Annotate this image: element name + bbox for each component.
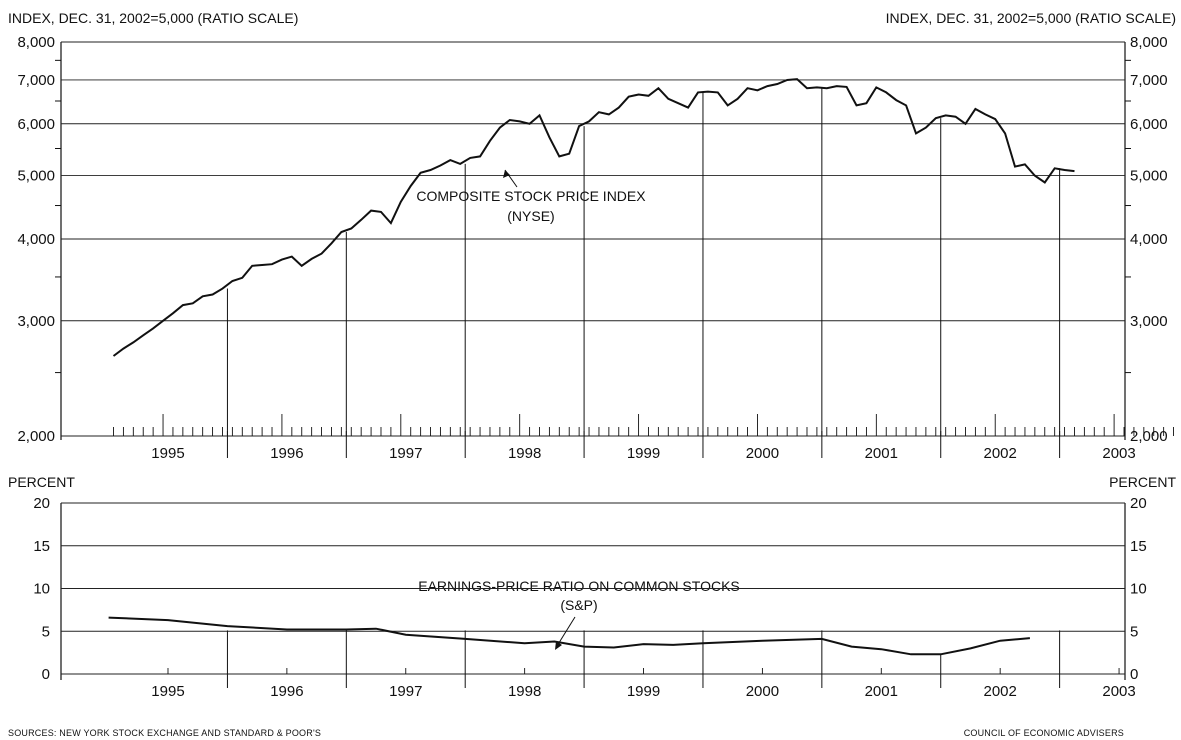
top-year-label: 1997 <box>389 445 422 462</box>
top-year-label: 2001 <box>865 445 898 462</box>
top-year-label: 1996 <box>270 445 303 462</box>
top-year-label: 2002 <box>983 445 1016 462</box>
bottom-annotation-line1: EARNINGS-PRICE RATIO ON COMMON STOCKS <box>418 578 740 594</box>
top-year-label: 2000 <box>746 445 779 462</box>
top-right-axis-title: INDEX, DEC. 31, 2002=5,000 (RATIO SCALE) <box>886 10 1176 26</box>
bottom-year-label: 1997 <box>389 683 422 700</box>
top-right-tick-label: 2,000 <box>1130 428 1168 445</box>
top-left-tick-label: 5,000 <box>17 168 55 185</box>
composite-index-line <box>112 78 1075 357</box>
top-right-tick-label: 3,000 <box>1130 313 1168 330</box>
bottom-year-label: 2001 <box>865 683 898 700</box>
top-right-tick-label: 7,000 <box>1130 72 1168 89</box>
bottom-year-label: 1998 <box>508 683 541 700</box>
bottom-annotation-line2: (S&P) <box>560 597 597 613</box>
top-year-label: 1995 <box>151 445 184 462</box>
top-year-label: 1999 <box>627 445 660 462</box>
top-left-tick-label: 3,000 <box>17 313 55 330</box>
top-left-tick-label: 8,000 <box>17 34 55 51</box>
earnings-price-ratio-line <box>108 616 1030 656</box>
top-left-axis-title: INDEX, DEC. 31, 2002=5,000 (RATIO SCALE) <box>8 10 298 26</box>
bottom-left-tick-label: 10 <box>33 581 50 598</box>
bottom-right-tick-label: 20 <box>1130 495 1147 512</box>
top-left-tick-label: 7,000 <box>17 72 55 89</box>
top-annotation-line2: (NYSE) <box>507 208 554 224</box>
bottom-left-axis-title: PERCENT <box>8 474 75 490</box>
bottom-left-tick-label: 0 <box>42 666 50 683</box>
bottom-left-tick-label: 15 <box>33 538 50 555</box>
bottom-year-label: 1999 <box>627 683 660 700</box>
bottom-annotation-arrow <box>556 616 576 647</box>
sources-note: SOURCES: NEW YORK STOCK EXCHANGE AND STA… <box>8 728 321 738</box>
bottom-year-label: 2000 <box>746 683 779 700</box>
top-right-tick-label: 6,000 <box>1130 116 1168 133</box>
bottom-right-tick-label: 15 <box>1130 538 1147 555</box>
top-right-tick-label: 8,000 <box>1130 34 1168 51</box>
bottom-year-label: 1996 <box>270 683 303 700</box>
top-left-tick-label: 6,000 <box>17 116 55 133</box>
bottom-left-tick-label: 20 <box>33 495 50 512</box>
top-annotation-arrowhead <box>503 170 510 178</box>
bottom-right-tick-label: 5 <box>1130 623 1138 640</box>
top-year-label: 2003 <box>1102 445 1135 462</box>
top-year-label: 1998 <box>508 445 541 462</box>
bottom-right-tick-label: 10 <box>1130 581 1147 598</box>
bottom-right-axis-title: PERCENT <box>1109 474 1176 490</box>
top-right-tick-label: 5,000 <box>1130 168 1168 185</box>
bottom-left-tick-label: 5 <box>42 623 50 640</box>
bottom-year-label: 1995 <box>151 683 184 700</box>
top-right-tick-label: 4,000 <box>1130 231 1168 248</box>
top-left-tick-label: 4,000 <box>17 231 55 248</box>
bottom-year-label: 2002 <box>983 683 1016 700</box>
top-left-tick-label: 2,000 <box>17 428 55 445</box>
bottom-right-tick-label: 0 <box>1130 666 1138 683</box>
credit-note: COUNCIL OF ECONOMIC ADVISERS <box>964 728 1124 738</box>
bottom-annotation-arrowhead <box>555 641 562 650</box>
bottom-year-label: 2003 <box>1102 683 1135 700</box>
top-annotation-line1: COMPOSITE STOCK PRICE INDEX <box>416 188 646 204</box>
